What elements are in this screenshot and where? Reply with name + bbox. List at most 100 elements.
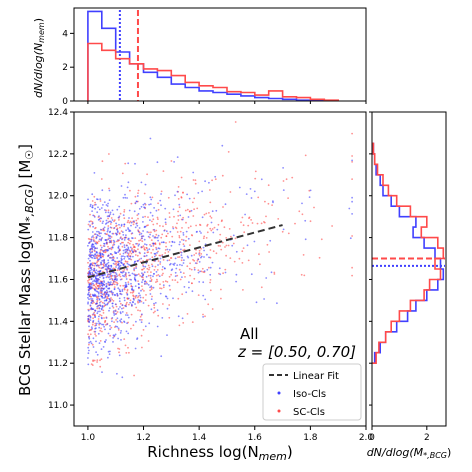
scatter-point bbox=[105, 285, 108, 288]
scatter-point bbox=[94, 247, 96, 250]
scatter-point bbox=[127, 258, 130, 260]
scatter-point bbox=[158, 243, 161, 246]
scatter-point bbox=[108, 353, 111, 355]
scatter-point bbox=[120, 318, 123, 321]
scatter-point bbox=[131, 247, 133, 250]
right-x-tick-label: 0 bbox=[369, 433, 375, 443]
scatter-point bbox=[165, 223, 167, 226]
scatter-point bbox=[137, 217, 139, 220]
scatter-point bbox=[125, 352, 128, 354]
scatter-point bbox=[301, 213, 304, 216]
scatter-point bbox=[184, 209, 187, 212]
top-y-tick-label: 4 bbox=[62, 29, 68, 39]
scatter-point bbox=[96, 274, 99, 277]
scatter-point bbox=[159, 283, 161, 286]
scatter-point bbox=[309, 189, 312, 192]
scatter-point bbox=[130, 252, 133, 255]
x-tick-label: 1.2 bbox=[136, 433, 150, 443]
scatter-point bbox=[253, 190, 256, 193]
scatter-point bbox=[152, 244, 155, 247]
scatter-point bbox=[100, 256, 102, 259]
scatter-point bbox=[97, 332, 100, 335]
scatter-point bbox=[116, 240, 118, 243]
scatter-point bbox=[125, 312, 128, 314]
scatter-point bbox=[150, 286, 153, 289]
scatter-point bbox=[160, 241, 163, 244]
scatter-point bbox=[105, 204, 108, 206]
scatter-point bbox=[121, 304, 124, 306]
scatter-point bbox=[141, 285, 143, 287]
scatter-point bbox=[98, 215, 100, 218]
scatter-point bbox=[118, 348, 121, 350]
scatter-point bbox=[351, 155, 353, 157]
scatter-point bbox=[192, 215, 195, 217]
scatter-point bbox=[145, 224, 148, 227]
scatter-point bbox=[95, 280, 98, 283]
scatter-point bbox=[131, 288, 134, 291]
scatter-point bbox=[153, 269, 156, 271]
scatter-point bbox=[179, 214, 182, 217]
scatter-point bbox=[165, 230, 168, 233]
scatter-point bbox=[108, 215, 110, 217]
scatter-point bbox=[113, 334, 116, 337]
scatter-point bbox=[107, 276, 110, 279]
scatter-point bbox=[131, 285, 134, 288]
scatter-point bbox=[248, 217, 250, 220]
scatter-point bbox=[172, 227, 175, 230]
scatter-point bbox=[188, 281, 190, 283]
scatter-point bbox=[169, 288, 172, 291]
scatter-point bbox=[95, 290, 98, 293]
scatter-point bbox=[304, 219, 307, 222]
scatter-point bbox=[245, 193, 248, 196]
scatter-point bbox=[172, 263, 175, 265]
scatter-point bbox=[129, 299, 132, 302]
scatter-point bbox=[107, 245, 109, 248]
scatter-point bbox=[318, 256, 321, 259]
scatter-point bbox=[98, 208, 101, 211]
scatter-point bbox=[136, 274, 139, 276]
scatter-point bbox=[105, 242, 108, 245]
scatter-point bbox=[209, 215, 212, 218]
scatter-point bbox=[104, 209, 106, 211]
scatter-point bbox=[145, 281, 148, 284]
scatter-point bbox=[173, 215, 175, 218]
scatter-point bbox=[208, 212, 210, 214]
scatter-point bbox=[170, 269, 173, 272]
scatter-point bbox=[272, 201, 274, 204]
scatter-point bbox=[91, 222, 94, 225]
scatter-point bbox=[138, 251, 141, 254]
scatter-point bbox=[94, 276, 97, 278]
scatter-point bbox=[116, 320, 119, 323]
scatter-point bbox=[99, 313, 101, 316]
scatter-point bbox=[96, 241, 99, 244]
scatter-point bbox=[141, 268, 144, 271]
legend-fit-label: Linear Fit bbox=[293, 371, 339, 382]
scatter-point bbox=[191, 234, 194, 237]
scatter-point bbox=[141, 313, 143, 316]
scatter-point bbox=[106, 291, 109, 293]
scatter-point bbox=[93, 216, 96, 218]
scatter-point bbox=[105, 239, 107, 241]
scatter-point bbox=[162, 241, 165, 244]
scatter-point bbox=[133, 262, 136, 264]
scatter-point bbox=[114, 251, 116, 253]
scatter-point bbox=[198, 281, 201, 283]
scatter-point bbox=[113, 286, 116, 288]
scatter-point bbox=[198, 261, 201, 263]
scatter-point bbox=[164, 218, 167, 221]
scatter-point bbox=[164, 207, 167, 210]
top-y-tick-label: 2 bbox=[62, 63, 68, 73]
scatter-point bbox=[120, 255, 123, 258]
scatter-point bbox=[149, 289, 152, 292]
scatter-point bbox=[122, 249, 125, 252]
scatter-point bbox=[200, 253, 203, 255]
scatter-point bbox=[92, 313, 95, 315]
scatter-point bbox=[105, 339, 107, 341]
scatter-point bbox=[183, 286, 186, 288]
scatter-point bbox=[147, 235, 150, 238]
scatter-point bbox=[164, 252, 167, 254]
scatter-point bbox=[122, 264, 125, 266]
scatter-point bbox=[168, 316, 171, 319]
scatter-point bbox=[109, 328, 111, 331]
scatter-point bbox=[97, 270, 99, 273]
